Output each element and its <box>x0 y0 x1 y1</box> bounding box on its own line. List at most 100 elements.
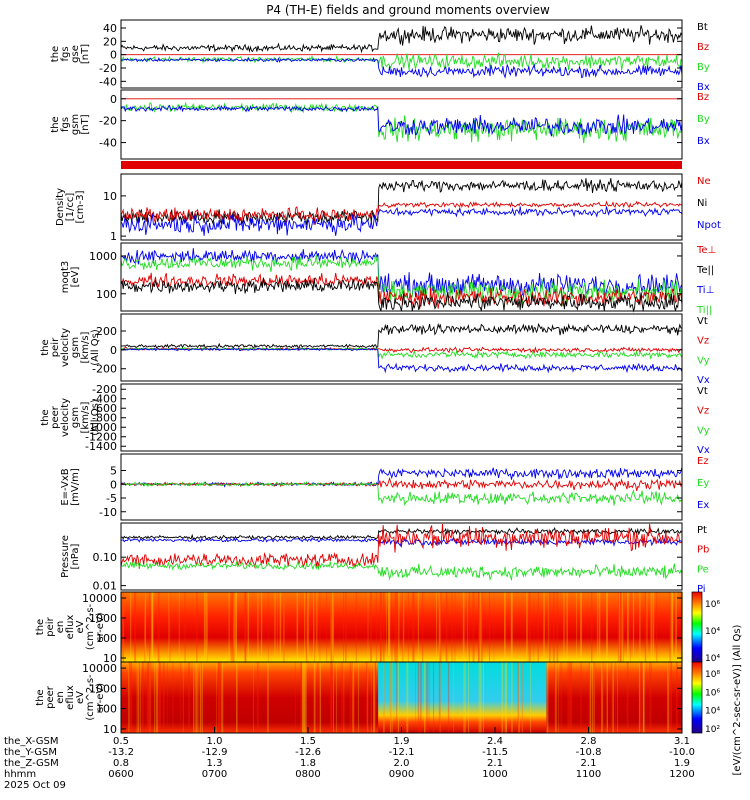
spectrogram-streak <box>302 662 304 733</box>
spectrogram-streak <box>129 662 130 733</box>
spectrogram-streak <box>267 592 269 662</box>
spectrogram-streak <box>283 592 285 662</box>
spectrogram-streak <box>669 592 671 662</box>
spectrogram-streak <box>149 662 151 733</box>
spectrogram-streak <box>568 662 570 733</box>
spectrogram-streak <box>330 592 333 662</box>
spectrogram-streak <box>294 662 296 733</box>
spectrogram-streak <box>643 662 644 733</box>
spectrogram-streak <box>351 662 353 733</box>
spectrogram-streak <box>479 662 482 733</box>
ylabel-line: the <box>35 689 46 705</box>
xaxis-value: -10.8 <box>576 747 602 758</box>
spectrogram-streak <box>463 662 465 733</box>
panel-7: 50-5-10 E=-VxB [mV/m] Ez Ey Ex <box>60 453 709 521</box>
ylabel-line: gse <box>70 45 81 63</box>
spectrogram-streak <box>370 662 372 733</box>
spectrogram-streak <box>644 592 647 662</box>
spectrogram-streak <box>304 592 306 662</box>
spectrogram-streak <box>472 592 475 662</box>
spectrogram-streak <box>330 592 333 662</box>
spectrogram-streak <box>576 592 577 662</box>
spectrogram-streak <box>454 592 456 662</box>
spectrogram-streak <box>468 662 469 733</box>
spectrogram-streak <box>526 592 528 662</box>
spectrogram-streak <box>233 592 235 662</box>
spectrogram-streak <box>394 592 396 662</box>
panel-10: 10000 1000 100 10 the peer en eflux eV (cm^2-s-sr… <box>35 661 683 736</box>
spectrogram-streak <box>506 662 507 733</box>
ylabel-line: velocity <box>60 328 71 367</box>
spectrogram-streak <box>641 662 643 733</box>
spectrogram-streak <box>188 662 190 733</box>
legend-bz: Bz <box>697 42 709 53</box>
spectrogram-streak <box>478 592 480 662</box>
ylabel-line: [mV/m] <box>70 468 81 506</box>
spectrogram-streak <box>626 662 629 733</box>
spectrogram-streak <box>478 662 480 733</box>
ylabel: the peir en eflux eV (cm^2-s-sr-eV) <box>35 603 106 650</box>
series-ey-line <box>120 480 683 507</box>
ytick-label: -40 <box>99 137 117 150</box>
series-npot-line <box>120 206 683 236</box>
spectrogram-streak <box>652 592 655 662</box>
series-by-line <box>120 52 683 71</box>
xaxis-value: 1.0 <box>207 736 223 747</box>
spectrogram-streak <box>195 662 198 733</box>
spectrogram-streak <box>220 662 222 733</box>
spectrogram-streak <box>462 592 465 662</box>
spectrogram-streak <box>217 662 220 733</box>
ylabel-line: eflux <box>65 685 76 710</box>
spectrogram-streak <box>151 592 154 662</box>
panel-frame <box>120 173 683 241</box>
ytick-label: -800 <box>92 412 117 425</box>
spectrogram-streak <box>382 592 385 662</box>
spectrogram-streak <box>314 592 315 662</box>
ylabel-line: sr-eV) <box>95 683 106 712</box>
spectrogram-streak <box>510 592 513 662</box>
spectrogram-streak <box>145 662 147 733</box>
ylabel-line: the <box>50 46 61 62</box>
spectrogram-streak <box>201 662 203 733</box>
ylabel-line: peir <box>50 337 61 357</box>
spectrogram-streak <box>521 662 523 733</box>
ytick-label: -40 <box>99 75 117 88</box>
spectrogram-streak <box>606 592 608 662</box>
ylabel-line: (cm^2-s- <box>85 603 96 650</box>
spectrogram-streak <box>380 592 382 662</box>
spectrogram-streak <box>319 592 321 662</box>
ylabel-line: [km/s] <box>80 331 91 363</box>
spectrogram-streak <box>332 592 334 662</box>
spectrogram-streak <box>667 662 670 733</box>
legend-npot: Npot <box>697 220 721 231</box>
spectrogram-streak <box>137 662 139 733</box>
xaxis-value: -11.5 <box>482 747 508 758</box>
colorbar-tick: 10⁴ <box>705 654 720 664</box>
ylabel-line: (All Qs) <box>90 399 101 436</box>
legend-te: Te|| <box>696 265 714 276</box>
spectrogram-streak <box>203 592 206 662</box>
spectrogram-streak <box>236 662 238 733</box>
spectrogram-streak <box>451 592 453 662</box>
spectrogram-streak <box>552 592 555 662</box>
xaxis-value: 2.4 <box>487 736 503 747</box>
legend-vt: Vt <box>697 386 708 397</box>
spectrogram-streak <box>563 592 565 662</box>
spectrogram-streak <box>438 662 441 733</box>
spectrogram-streak <box>128 662 130 733</box>
spectrogram-low-region <box>378 662 547 733</box>
spectrogram-streak <box>646 662 648 733</box>
spectrogram-streak <box>184 592 186 662</box>
spectrogram-streak <box>392 662 393 733</box>
spectrogram-streak <box>591 592 593 662</box>
ytick-label: 10000 <box>82 662 117 675</box>
spectrogram-streak <box>618 592 619 662</box>
spectrogram-streak <box>300 662 302 733</box>
spectrogram-streak <box>122 592 124 662</box>
spectrogram-streak <box>130 662 132 733</box>
ylabel-line: [1/cc] <box>65 193 76 222</box>
spectrogram-streak <box>332 592 334 662</box>
spectrogram-streak <box>504 662 507 733</box>
spectrogram-streak <box>478 592 480 662</box>
